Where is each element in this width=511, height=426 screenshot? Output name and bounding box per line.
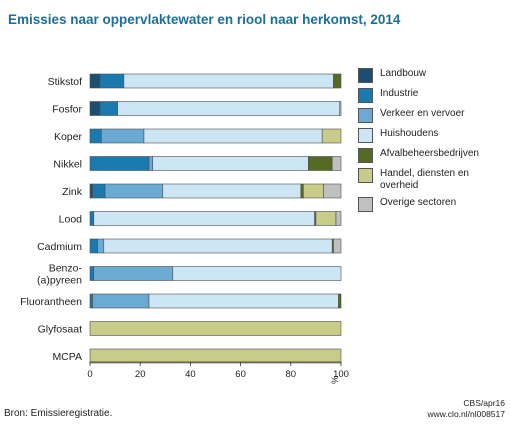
bar-segment <box>300 183 304 199</box>
category-label: Fosfor <box>52 104 82 116</box>
bar-segment <box>99 101 118 116</box>
bar-segment <box>172 266 342 281</box>
bar-segment <box>89 321 342 336</box>
category-label: Zink <box>62 186 83 198</box>
legend-item: Huishoudens <box>358 128 508 143</box>
bar-segment <box>89 211 95 226</box>
category-label: Fluorantheen <box>20 296 82 308</box>
category-label: Benzo-(a)pyreen <box>37 263 82 287</box>
bar-segment <box>323 183 342 199</box>
bar-segment <box>89 73 101 89</box>
legend-item: Verkeer en vervoer <box>358 108 508 123</box>
credit-line-1: CBS/apr16 <box>463 398 505 408</box>
legend-label: Verkeer en vervoer <box>380 108 465 119</box>
bar-segment <box>100 128 145 144</box>
legend-item: Afvalbeheersbedrijven <box>358 148 508 163</box>
source-note: Bron: Emissieregistratie. <box>4 408 113 419</box>
legend-item: Overige sectoren <box>358 197 508 212</box>
bar-segment <box>333 238 342 254</box>
bar-segment <box>339 101 342 116</box>
legend-swatch <box>358 88 373 103</box>
category-label: Lood <box>59 214 83 226</box>
bar-segment <box>89 266 95 281</box>
bar-segment <box>93 211 315 226</box>
x-axis-unit: % <box>330 375 341 384</box>
bar-segment <box>89 183 93 199</box>
category-label: Cadmium <box>37 241 82 253</box>
bar-segment <box>308 156 333 171</box>
bar-segment <box>321 128 342 144</box>
legend-label: Landbouw <box>380 68 427 79</box>
bar-segment <box>99 73 125 89</box>
category-label: Koper <box>54 131 83 143</box>
chart-title: Emissies naar oppervlaktewater en riool … <box>8 12 401 27</box>
legend-label: Afvalbeheersbedrijven <box>380 148 479 159</box>
bar-segment <box>93 266 174 281</box>
legend-swatch <box>358 168 373 183</box>
legend-swatch <box>358 108 373 123</box>
legend-label: Overige sectoren <box>380 197 457 208</box>
legend-label: Industrie <box>380 88 419 99</box>
legend: Landbouw Industrie Verkeer en vervoer Huish… <box>358 68 508 217</box>
x-tick-label: 60 <box>235 369 246 380</box>
credit-line-2: www.clo.nl/nl008517 <box>427 409 506 419</box>
bar-segment <box>103 238 333 254</box>
bar-segment <box>92 293 150 309</box>
legend-swatch <box>358 128 373 143</box>
legend-item: Industrie <box>358 88 508 103</box>
x-tick-label: 80 <box>286 369 297 380</box>
category-label: Nikkel <box>53 159 82 171</box>
bar-segment <box>89 101 101 116</box>
legend-item: Landbouw <box>358 68 508 83</box>
category-label: Stikstof <box>48 76 83 88</box>
bar-segment <box>315 211 337 226</box>
bar-segment <box>104 183 164 199</box>
category-label: MCPA <box>52 351 82 363</box>
credit-note: CBS/apr16 www.clo.nl/nl008517 <box>428 398 506 420</box>
bar-segment <box>117 101 341 116</box>
bar-segment <box>162 183 302 199</box>
bar-segment <box>303 183 324 199</box>
bar-segment <box>123 73 334 89</box>
bar-segment <box>89 293 93 309</box>
legend-label: Huishoudens <box>380 128 439 139</box>
legend-swatch <box>358 68 373 83</box>
legend-label: Handel, diensten en overheid <box>380 168 469 191</box>
bar-segment <box>89 128 102 144</box>
x-tick-label: 0 <box>87 369 92 380</box>
legend-swatch <box>358 197 373 212</box>
bar-segment <box>89 348 342 364</box>
x-tick-label: 40 <box>185 369 196 380</box>
bar-segment <box>97 238 105 254</box>
bar-segment <box>89 238 98 254</box>
bar-segment <box>152 156 309 171</box>
legend-swatch <box>358 148 373 163</box>
legend-item: Handel, diensten en overheid <box>358 168 508 192</box>
bar-segment <box>335 211 342 226</box>
bar-segment <box>333 73 342 89</box>
bar-segment <box>143 128 323 144</box>
bar-segment <box>92 183 106 199</box>
bar-segment <box>148 156 154 171</box>
x-tick-label: 100 <box>333 369 349 380</box>
bar-segment <box>338 293 342 309</box>
bar-segment <box>148 293 339 309</box>
category-label: Glyfosaat <box>38 324 82 336</box>
x-tick-label: 20 <box>135 369 146 380</box>
bar-segment <box>89 156 150 171</box>
bar-segment <box>331 156 342 171</box>
